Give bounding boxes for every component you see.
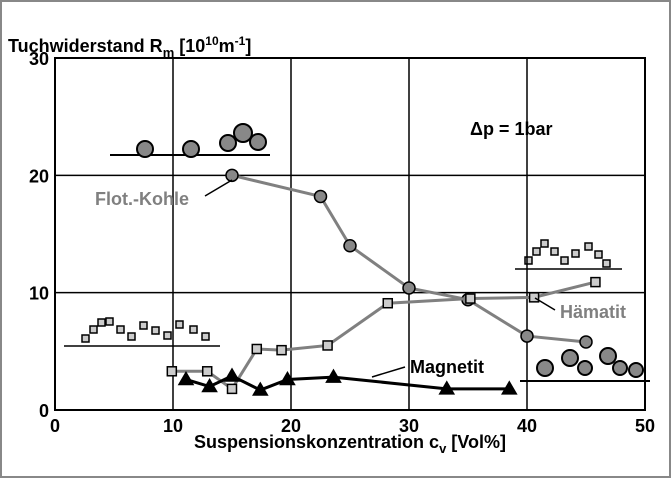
marker [226, 169, 238, 181]
marker [277, 346, 286, 355]
x-axis-title-part: [Vol%] [446, 432, 506, 452]
y-axis-title-part: m [219, 36, 235, 56]
marker [323, 341, 332, 350]
marker [228, 384, 237, 393]
x-tick-label: 30 [399, 416, 419, 436]
x-tick-label: 10 [163, 416, 183, 436]
frame [1, 1, 670, 477]
marker [315, 190, 327, 202]
series-label: Flot.-Kohle [95, 189, 189, 209]
marker [530, 293, 539, 302]
marker [383, 299, 392, 308]
y-axis-title-part: 10 [205, 34, 219, 48]
chart: Tuchwiderstand Rm [1010m-1]Suspensionsko… [0, 0, 671, 478]
y-axis-title-part: -1 [235, 34, 246, 48]
y-tick-label: 0 [39, 401, 49, 421]
x-tick-label: 40 [517, 416, 537, 436]
marker [521, 330, 533, 342]
series-label: Hämatit [560, 302, 626, 322]
marker [203, 367, 212, 376]
x-tick-label: 20 [281, 416, 301, 436]
y-tick-label: 20 [29, 166, 49, 186]
y-axis-title-part: ] [245, 36, 251, 56]
marker [466, 294, 475, 303]
annotation: Δp = 1bar [470, 119, 552, 139]
marker [591, 278, 600, 287]
marker [403, 282, 415, 294]
y-tick-label: 10 [29, 284, 49, 304]
y-tick-label: 30 [29, 49, 49, 69]
marker [344, 240, 356, 252]
x-tick-label: 0 [50, 416, 60, 436]
page: {"chart_data": {"type": "line", "title":… [0, 0, 671, 478]
marker [167, 367, 176, 376]
x-tick-label: 50 [635, 416, 655, 436]
y-axis-title-part: [10 [174, 36, 205, 56]
marker [580, 336, 592, 348]
series-label: Magnetit [410, 357, 484, 377]
marker [252, 344, 261, 353]
